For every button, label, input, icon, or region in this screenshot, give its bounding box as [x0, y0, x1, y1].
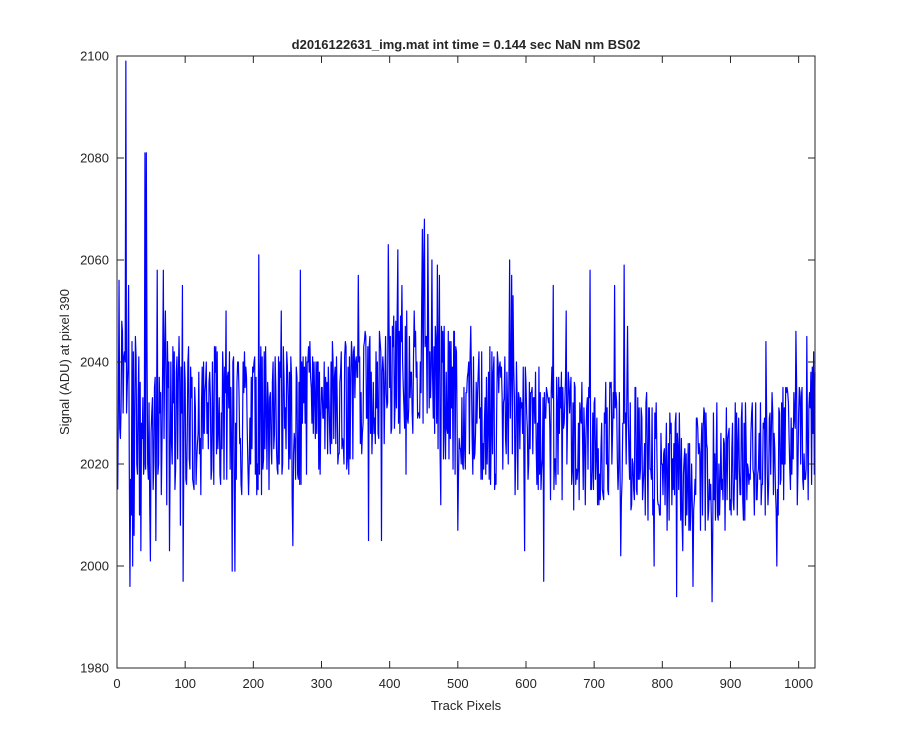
x-tick-label: 500 — [447, 676, 469, 691]
x-tick-label: 700 — [583, 676, 605, 691]
y-tick-label: 2100 — [80, 49, 109, 64]
x-tick-label: 0 — [113, 676, 120, 691]
x-tick-label: 400 — [379, 676, 401, 691]
x-tick-label: 100 — [174, 676, 196, 691]
y-tick-label: 1980 — [80, 661, 109, 676]
plot-background — [117, 56, 815, 668]
x-axis-label: Track Pixels — [431, 698, 502, 713]
y-tick-label: 2000 — [80, 559, 109, 574]
x-tick-label: 800 — [651, 676, 673, 691]
y-tick-label: 2020 — [80, 457, 109, 472]
y-axis-label: Signal (ADU) at pixel 390 — [57, 289, 72, 435]
x-tick-label: 1000 — [784, 676, 813, 691]
y-tick-label: 2040 — [80, 355, 109, 370]
x-tick-label: 600 — [515, 676, 537, 691]
y-tick-label: 2080 — [80, 151, 109, 166]
signal-series-line — [117, 60, 816, 603]
y-tick-label: 2060 — [80, 253, 109, 268]
x-tick-label: 200 — [242, 676, 264, 691]
chart-title: d2016122631_img.mat int time = 0.144 sec… — [292, 37, 641, 52]
axes-layer: 0 100 200 300 400 500 600 700 800 900 1000 1980 2000… — [80, 49, 816, 691]
series-layer — [117, 60, 816, 603]
x-tick-label: 900 — [720, 676, 742, 691]
x-tick-label: 300 — [311, 676, 333, 691]
